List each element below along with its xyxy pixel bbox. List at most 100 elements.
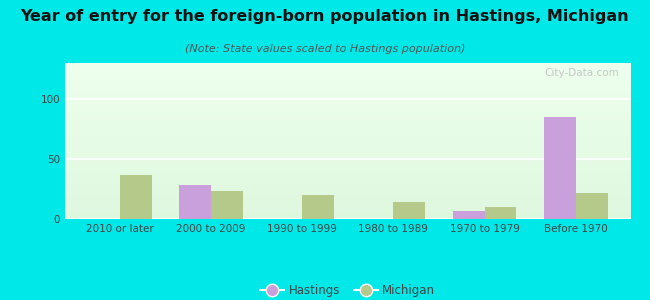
Bar	[65, 164, 630, 166]
Bar	[65, 161, 630, 163]
Bar	[544, 117, 576, 219]
Bar	[65, 203, 630, 205]
Bar	[65, 213, 630, 214]
Bar	[65, 197, 630, 199]
Bar	[65, 216, 630, 218]
Bar	[65, 155, 630, 157]
Bar	[65, 166, 630, 167]
Bar	[65, 157, 630, 158]
Bar	[65, 178, 630, 180]
Bar	[65, 103, 630, 105]
Bar	[484, 207, 517, 219]
Bar	[65, 99, 630, 100]
Bar	[65, 107, 630, 108]
Bar	[65, 150, 630, 152]
Bar	[65, 188, 630, 189]
Bar	[65, 77, 630, 79]
Bar	[211, 191, 243, 219]
Bar	[65, 144, 630, 146]
Bar	[65, 135, 630, 136]
Bar	[65, 79, 630, 80]
Bar	[65, 214, 630, 216]
Bar	[65, 158, 630, 160]
Bar	[65, 183, 630, 185]
Bar	[65, 132, 630, 133]
Bar	[65, 180, 630, 182]
Bar	[65, 110, 630, 111]
Bar	[65, 160, 630, 161]
Bar	[65, 199, 630, 200]
Bar	[65, 127, 630, 128]
Bar	[65, 138, 630, 140]
Bar	[65, 169, 630, 171]
Bar	[393, 202, 425, 219]
Bar	[65, 116, 630, 118]
Bar	[65, 130, 630, 132]
Bar	[65, 86, 630, 88]
Bar	[65, 208, 630, 210]
Bar	[65, 121, 630, 122]
Bar	[179, 185, 211, 219]
Bar	[65, 163, 630, 164]
Bar	[576, 193, 608, 219]
Text: City-Data.com: City-Data.com	[545, 68, 619, 78]
Bar	[65, 211, 630, 213]
Bar	[65, 94, 630, 96]
Bar	[65, 100, 630, 102]
Bar	[65, 113, 630, 115]
Bar	[65, 182, 630, 183]
Bar	[65, 194, 630, 196]
Bar	[65, 85, 630, 86]
Bar	[65, 102, 630, 104]
Bar	[65, 175, 630, 177]
Bar	[65, 206, 630, 208]
Bar	[65, 76, 630, 77]
Bar	[65, 196, 630, 197]
Bar	[65, 200, 630, 202]
Bar	[65, 93, 630, 94]
Bar	[65, 149, 630, 150]
Bar	[65, 191, 630, 193]
Bar	[65, 218, 630, 219]
Bar	[65, 140, 630, 141]
Bar	[65, 167, 630, 169]
Bar	[65, 89, 630, 91]
Bar	[65, 186, 630, 188]
Bar	[65, 146, 630, 147]
Bar	[65, 64, 630, 66]
Bar	[65, 105, 630, 107]
Bar	[65, 72, 630, 74]
Bar	[65, 136, 630, 138]
Bar	[65, 185, 630, 186]
Bar	[65, 177, 630, 178]
Bar	[65, 147, 630, 149]
Bar	[65, 66, 630, 68]
Bar	[65, 108, 630, 110]
Text: Year of entry for the foreign-born population in Hastings, Michigan: Year of entry for the foreign-born popul…	[21, 9, 629, 24]
Bar	[65, 124, 630, 125]
Bar	[452, 211, 484, 219]
Bar	[65, 172, 630, 174]
Bar	[65, 122, 630, 124]
Bar	[65, 210, 630, 211]
Bar	[65, 142, 630, 144]
Bar	[65, 202, 630, 203]
Bar	[302, 195, 334, 219]
Bar	[65, 171, 630, 172]
Bar	[65, 63, 630, 64]
Bar	[65, 68, 630, 69]
Bar	[65, 152, 630, 154]
Bar	[65, 125, 630, 127]
Bar	[65, 154, 630, 155]
Legend: Hastings, Michigan: Hastings, Michigan	[255, 280, 440, 300]
Bar	[120, 175, 151, 219]
Bar	[65, 115, 630, 116]
Bar	[65, 82, 630, 83]
Bar	[65, 96, 630, 97]
Bar	[65, 80, 630, 82]
Bar	[65, 174, 630, 175]
Bar	[65, 141, 630, 142]
Bar	[65, 111, 630, 113]
Bar	[65, 97, 630, 99]
Bar	[65, 69, 630, 71]
